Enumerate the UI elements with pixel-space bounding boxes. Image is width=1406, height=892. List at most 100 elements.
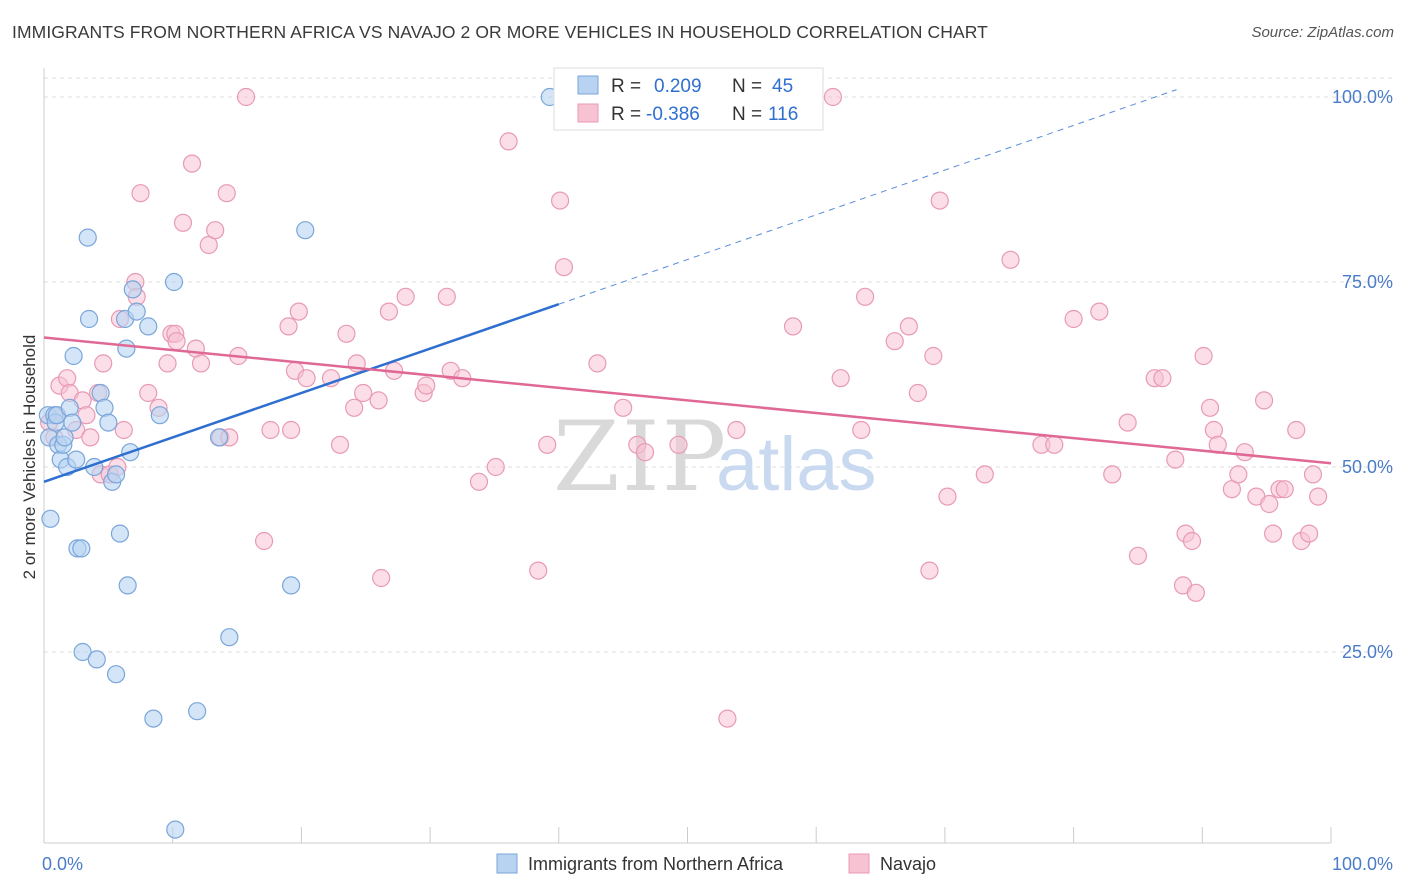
- navajo-point: [58, 369, 77, 388]
- series-legend: Immigrants from Northern Africa Navajo: [496, 853, 936, 874]
- northern-africa-point: [123, 280, 142, 299]
- source-label: Source: ZipAtlas.com: [1251, 24, 1394, 41]
- navajo-point: [885, 332, 904, 351]
- navajo-point: [823, 87, 843, 107]
- northern-africa-point: [209, 428, 229, 447]
- navajo-point: [1103, 465, 1122, 484]
- legend-n-label-2: N =: [732, 104, 762, 125]
- navajo-point: [1235, 443, 1254, 462]
- navajo-point: [1309, 487, 1328, 506]
- navajo-point: [1303, 465, 1323, 484]
- navajo-point: [783, 317, 803, 336]
- y-tick-label-2: 75.0%: [1342, 272, 1393, 292]
- navajo-point: [131, 184, 150, 203]
- northern-africa-point: [99, 413, 118, 432]
- navajo-point: [279, 317, 298, 336]
- navajo-point: [856, 287, 875, 306]
- northern-africa-point: [118, 576, 137, 595]
- axes: [43, 68, 1332, 844]
- navajo-point: [899, 317, 918, 336]
- navajo-point: [114, 420, 133, 440]
- northern-africa-point: [55, 428, 74, 447]
- navajo-point: [1045, 435, 1064, 454]
- northern-africa-point: [72, 539, 91, 558]
- legend-n-value-1: 45: [772, 76, 793, 97]
- northern-africa-point: [220, 628, 239, 647]
- navajo-point: [1186, 583, 1205, 602]
- northern-africa-point: [164, 272, 184, 292]
- northern-africa-point: [282, 576, 301, 595]
- legend-swatch-blue: [577, 75, 599, 95]
- northern-africa-point: [64, 346, 83, 366]
- y-tick-label-0: 25.0%: [1342, 642, 1393, 662]
- navajo-point: [417, 376, 436, 395]
- legend-r-value-1: 0.209: [654, 76, 702, 97]
- y-tick-label-3: 100.0%: [1332, 87, 1393, 107]
- northern-africa-point: [41, 509, 60, 528]
- chart-title: IMMIGRANTS FROM NORTHERN AFRICA VS NAVAJ…: [12, 22, 988, 42]
- navajo-point: [81, 428, 100, 447]
- northern-africa-point: [87, 650, 106, 669]
- navajo-point: [1001, 250, 1020, 269]
- navajo-point: [261, 420, 280, 440]
- legend-r-label-1: R =: [611, 76, 641, 97]
- navajo-point: [499, 132, 518, 151]
- navajo-point: [554, 258, 574, 277]
- navajo-point: [938, 487, 957, 506]
- northern-africa-point: [150, 406, 169, 425]
- tick-labels: 25.0% 50.0% 75.0% 100.0% 0.0% 100.0%: [42, 87, 1393, 874]
- navajo-point: [1153, 369, 1172, 388]
- northern-africa-point: [166, 820, 185, 839]
- navajo-point: [831, 369, 850, 388]
- navajo-point: [1194, 346, 1213, 366]
- navajo-point: [372, 568, 391, 588]
- navajo-point: [337, 324, 356, 343]
- navajo-point: [1128, 546, 1148, 565]
- northern-africa-point: [60, 398, 79, 417]
- navajo-point: [396, 287, 415, 306]
- navajo-point: [236, 87, 256, 107]
- northern-africa-point: [78, 228, 97, 247]
- navajo-point: [139, 383, 158, 403]
- series-legend-label-blue: Immigrants from Northern Africa: [528, 854, 784, 874]
- navajo-point: [920, 561, 939, 580]
- navajo-point: [930, 191, 949, 210]
- correlation-legend: R = 0.209 N = 45 R = -0.386 N = 116: [553, 67, 824, 131]
- northern-africa-point: [117, 339, 136, 358]
- navajo-point: [1166, 450, 1185, 469]
- navajo-point: [908, 383, 927, 403]
- navajo-point: [975, 465, 994, 484]
- legend-n-label-1: N =: [732, 76, 762, 97]
- northern-africa-point: [139, 317, 158, 336]
- navajo-point: [1263, 524, 1283, 543]
- series-legend-label-pink: Navajo: [880, 854, 936, 874]
- navajo-point: [1200, 398, 1220, 417]
- navajo-point: [1090, 302, 1109, 321]
- northern-africa-point: [67, 450, 86, 469]
- navajo-point: [588, 354, 607, 373]
- navajo-point: [182, 154, 202, 173]
- navajo-point: [550, 191, 570, 210]
- navajo-point: [354, 383, 373, 403]
- navajo-point: [173, 213, 193, 232]
- northern-africa-point: [144, 709, 163, 728]
- navajo-point: [330, 435, 350, 454]
- navajo-point: [1229, 465, 1248, 484]
- grid-lines: [44, 77, 1396, 653]
- series-legend-swatch-pink: [848, 853, 870, 874]
- navajo-point: [379, 302, 399, 321]
- navajo-point: [669, 435, 688, 454]
- navajo-point: [1064, 309, 1083, 329]
- navajo-point: [254, 531, 274, 551]
- northern-africa-point: [63, 413, 82, 432]
- navajo-point: [1300, 524, 1319, 543]
- legend-swatch-pink: [577, 103, 599, 123]
- legend-r-label-2: R =: [611, 104, 641, 125]
- navajo-point: [191, 354, 211, 373]
- northern-africa-point: [296, 221, 315, 240]
- navajo-point: [369, 391, 388, 410]
- x-tick-label-1: 100.0%: [1332, 854, 1393, 874]
- northern-africa-trend-line: [43, 303, 560, 483]
- navajo-point: [1118, 413, 1137, 432]
